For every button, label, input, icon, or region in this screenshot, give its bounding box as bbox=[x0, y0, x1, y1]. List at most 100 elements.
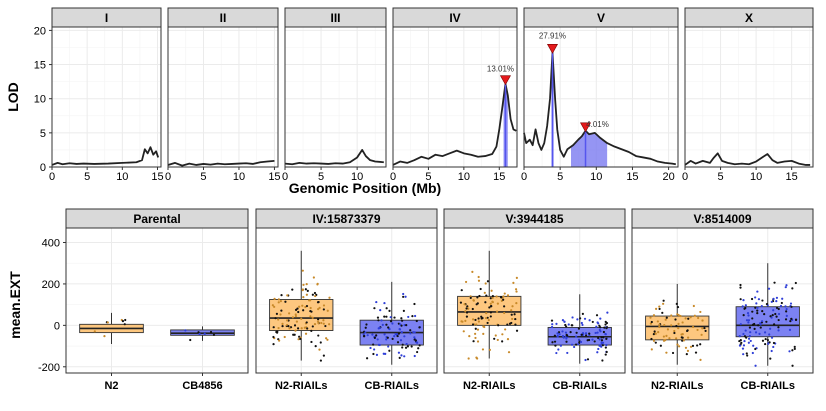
data-point bbox=[511, 305, 514, 308]
data-point bbox=[475, 323, 478, 326]
data-point bbox=[658, 323, 661, 326]
data-point bbox=[486, 321, 489, 325]
data-point bbox=[743, 335, 747, 338]
data-point bbox=[567, 323, 570, 326]
data-point bbox=[650, 337, 653, 341]
data-point bbox=[488, 348, 492, 351]
data-point bbox=[123, 323, 126, 326]
data-point bbox=[383, 315, 386, 318]
data-point bbox=[391, 322, 394, 325]
data-point bbox=[304, 305, 307, 309]
data-point bbox=[756, 312, 759, 315]
data-point bbox=[385, 307, 388, 310]
data-point bbox=[701, 327, 704, 330]
data-point bbox=[757, 324, 760, 327]
box-facet-IV:15873379: IV:15873379 N2-RIAILs CB-RIAILs bbox=[255, 208, 438, 392]
data-point bbox=[764, 342, 767, 346]
data-point bbox=[554, 344, 557, 347]
top-y-tick-label: 10 bbox=[34, 94, 46, 106]
data-point bbox=[678, 345, 681, 348]
data-point bbox=[506, 294, 510, 297]
data-point bbox=[654, 341, 657, 344]
data-point bbox=[577, 338, 581, 341]
data-point bbox=[309, 306, 312, 310]
data-point bbox=[584, 358, 587, 362]
data-point bbox=[747, 314, 750, 317]
panel-border bbox=[284, 26, 387, 168]
data-point bbox=[754, 364, 757, 367]
data-point bbox=[693, 314, 696, 317]
data-point bbox=[274, 317, 277, 320]
data-point bbox=[761, 339, 765, 342]
data-point bbox=[765, 302, 769, 306]
data-point bbox=[569, 331, 572, 334]
data-point bbox=[780, 301, 783, 305]
data-point bbox=[675, 337, 678, 340]
data-point bbox=[322, 319, 325, 322]
lod-line bbox=[392, 82, 517, 166]
data-point bbox=[551, 341, 554, 344]
data-point bbox=[553, 334, 556, 337]
data-point bbox=[402, 309, 405, 312]
data-point bbox=[296, 327, 300, 330]
data-point bbox=[279, 313, 282, 316]
data-point bbox=[794, 281, 797, 285]
data-point bbox=[474, 318, 477, 322]
data-point bbox=[761, 310, 764, 313]
data-point bbox=[476, 296, 479, 299]
data-point bbox=[477, 275, 480, 279]
data-point bbox=[378, 343, 381, 347]
panel-border bbox=[684, 26, 814, 168]
data-point bbox=[758, 332, 761, 335]
data-point bbox=[278, 339, 281, 342]
data-point bbox=[682, 339, 685, 342]
data-point bbox=[767, 342, 770, 345]
x-tick-label: 10 bbox=[233, 171, 245, 183]
data-point bbox=[488, 306, 491, 309]
data-point bbox=[399, 323, 402, 326]
data-point bbox=[676, 305, 680, 309]
data-point bbox=[489, 305, 493, 308]
data-point bbox=[197, 331, 200, 334]
data-point bbox=[791, 349, 794, 352]
data-point bbox=[319, 341, 322, 344]
data-point bbox=[789, 302, 793, 305]
data-point bbox=[279, 299, 282, 303]
x-tick-label: 5 bbox=[425, 171, 431, 183]
data-point bbox=[700, 333, 703, 336]
data-point bbox=[691, 325, 695, 329]
data-point bbox=[397, 351, 401, 354]
data-point bbox=[794, 318, 798, 321]
data-point bbox=[489, 315, 492, 318]
x-tick-label: 0 bbox=[282, 171, 288, 183]
data-point bbox=[510, 309, 513, 312]
data-point bbox=[326, 338, 329, 341]
data-point bbox=[601, 344, 604, 347]
data-point bbox=[472, 299, 475, 302]
data-point bbox=[404, 295, 407, 298]
data-point bbox=[600, 339, 604, 342]
data-point bbox=[328, 323, 331, 326]
data-point bbox=[779, 304, 783, 308]
data-point bbox=[373, 307, 376, 310]
data-point bbox=[398, 327, 401, 331]
data-point bbox=[784, 305, 787, 308]
confidence-interval bbox=[570, 130, 608, 167]
data-point bbox=[565, 337, 568, 340]
data-point bbox=[364, 331, 367, 334]
data-point bbox=[556, 332, 559, 335]
data-point bbox=[699, 358, 702, 361]
data-point bbox=[507, 351, 511, 354]
data-point bbox=[394, 333, 397, 336]
data-point bbox=[754, 331, 758, 334]
data-point bbox=[375, 334, 378, 337]
box-facet-Parental: Parental N2 CB4856 bbox=[65, 208, 249, 392]
data-point bbox=[477, 279, 481, 282]
data-point bbox=[658, 305, 661, 308]
data-point bbox=[504, 328, 507, 331]
data-point bbox=[665, 334, 668, 337]
data-point bbox=[474, 327, 477, 330]
data-point bbox=[403, 324, 406, 327]
data-point bbox=[409, 332, 412, 335]
